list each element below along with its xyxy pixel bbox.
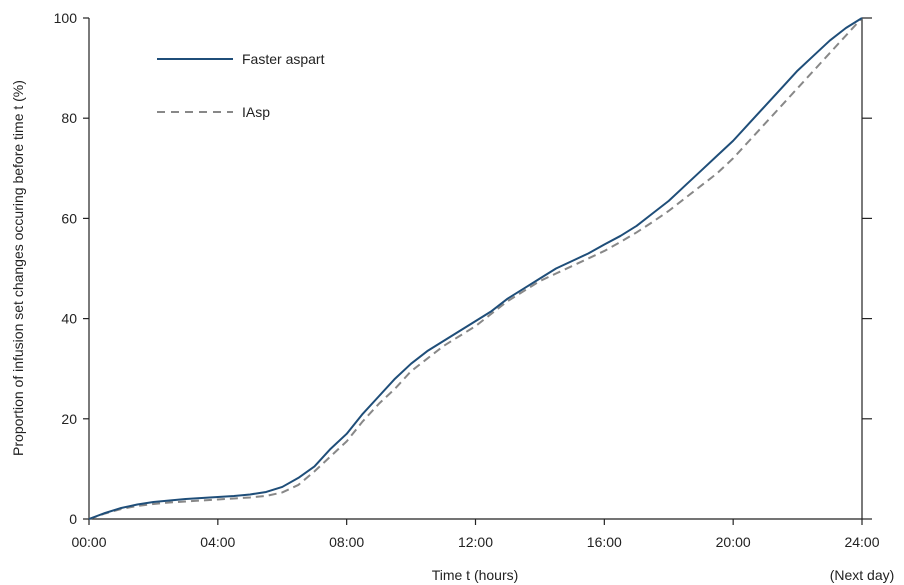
y-tick-label: 100 bbox=[54, 10, 78, 26]
tick-group: 00:00 04:00 08:00 12:00 16:00 20:00 24:00 0 20 40… bbox=[54, 10, 880, 550]
y-tick-label: 20 bbox=[61, 411, 77, 427]
x-tick-label: 00:00 bbox=[71, 534, 106, 550]
series-line-faster-aspart bbox=[88, 17, 863, 520]
legend: Faster aspart IAsp bbox=[157, 51, 325, 120]
legend-label-iasp: IAsp bbox=[242, 104, 270, 120]
x-tick-label: 12:00 bbox=[458, 534, 493, 550]
series-line-iasp bbox=[88, 17, 863, 520]
y-axis-label: Proportion of infusion set changes occur… bbox=[10, 80, 26, 456]
x-axis-label-suffix: (Next day) bbox=[830, 567, 895, 583]
x-tick-label: 20:00 bbox=[716, 534, 751, 550]
y-tick-label: 0 bbox=[69, 511, 77, 527]
series-layer bbox=[88, 17, 863, 520]
y-tick-label: 40 bbox=[61, 311, 77, 327]
x-tick-label: 24:00 bbox=[844, 534, 879, 550]
x-tick-label: 16:00 bbox=[587, 534, 622, 550]
x-tick-label: 04:00 bbox=[200, 534, 235, 550]
y-tick-label: 80 bbox=[61, 110, 77, 126]
legend-label-faster-aspart: Faster aspart bbox=[242, 51, 325, 67]
y-tick-label: 60 bbox=[61, 210, 77, 226]
x-axis-label: Time t (hours) bbox=[432, 567, 519, 583]
x-tick-label: 08:00 bbox=[329, 534, 364, 550]
